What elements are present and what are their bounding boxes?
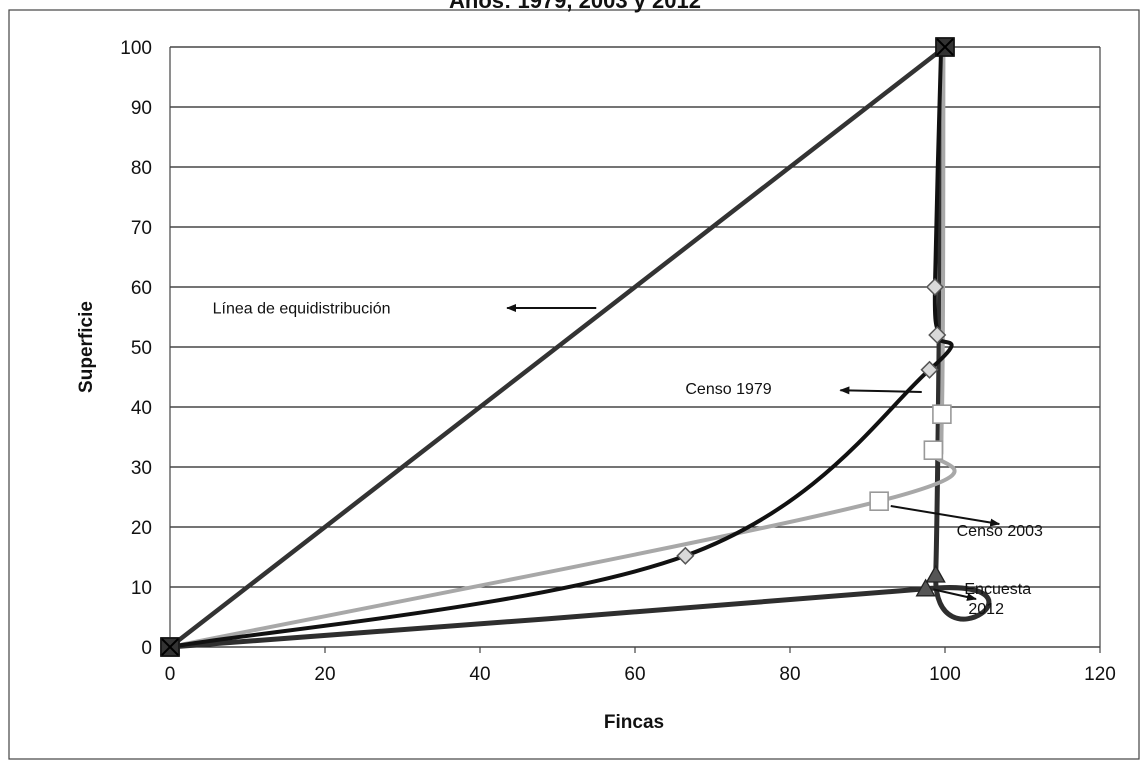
y-tick-label: 100 <box>120 38 152 59</box>
y-tick-label: 20 <box>131 518 152 539</box>
series-line-encuesta2012 <box>169 46 992 650</box>
y-tick-labels: 0 10 20 30 40 50 60 70 80 90 100 <box>120 38 152 659</box>
annotation-equidistribucion: Línea de equidistribución <box>213 300 391 317</box>
y-tick-label: 60 <box>131 278 152 299</box>
y-tick-label: 40 <box>131 398 152 419</box>
x-axis-title: Fincas <box>604 712 664 733</box>
y-tick-label: 90 <box>131 98 152 119</box>
annotation-arrow-censo2003 <box>890 505 1001 527</box>
series-markers <box>159 37 955 657</box>
marker-censo1979 <box>920 360 939 379</box>
x-tick-label: 60 <box>624 664 645 685</box>
marker-censo1979 <box>928 325 947 345</box>
annotation-line: Censo 1979 <box>685 381 771 398</box>
marker-censo2003 <box>932 404 952 425</box>
y-tick-label: 30 <box>131 458 152 479</box>
x-tick-label: 40 <box>469 664 490 685</box>
y-tick-label: 0 <box>141 638 152 659</box>
annotation-censo1979: Censo 1979 <box>685 381 771 398</box>
chart-title: Años: 1979, 2003 y 2012 <box>449 0 701 13</box>
marker-censo1979 <box>925 277 944 297</box>
marker-encuesta2012 <box>915 578 936 597</box>
x-tick-label: 80 <box>779 664 800 685</box>
marker-encuesta2012 <box>925 564 946 583</box>
annotation-line: Encuesta <box>964 581 1031 598</box>
y-tick-label: 10 <box>131 578 152 599</box>
annotation-encuesta2012: Encuesta 2012 <box>964 581 1031 618</box>
y-tick-label: 80 <box>131 158 152 179</box>
marker-origin-cross <box>161 638 179 656</box>
y-tick-label: 70 <box>131 218 152 239</box>
chart-frame <box>8 9 1140 760</box>
series-line-equidistribucion <box>168 45 947 649</box>
annotation-line: Línea de equidistribución <box>213 300 391 317</box>
annotation-censo2003: Censo 2003 <box>957 523 1043 540</box>
x-tick-label: 100 <box>929 664 961 685</box>
annotation-arrow-censo1979 <box>839 386 922 395</box>
marker-top-cross <box>936 38 954 56</box>
x-tick-label: 120 <box>1084 664 1116 685</box>
annotation-arrow-encuesta2012 <box>933 588 977 601</box>
marker-censo2003 <box>869 491 889 512</box>
y-tick-label: 50 <box>131 338 152 359</box>
marker-censo2003 <box>923 440 944 461</box>
x-tick-label: 20 <box>314 664 335 685</box>
annotations: Línea de equidistribución Censo 1979 Censo… <box>213 300 1043 618</box>
annotation-line: Censo 2003 <box>957 523 1043 540</box>
x-tick-label: 0 <box>165 664 176 685</box>
annotation-line: 2012 <box>968 601 1004 618</box>
y-axis-title: Superficie <box>76 301 97 393</box>
marker-censo1979 <box>676 546 695 565</box>
x-tick-labels: 0 20 40 60 80 100 120 <box>165 664 1116 685</box>
